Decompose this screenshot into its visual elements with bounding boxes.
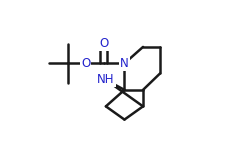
Text: O: O — [81, 57, 90, 70]
Text: N: N — [120, 57, 129, 70]
Text: NH: NH — [97, 73, 115, 86]
Text: O: O — [99, 37, 108, 50]
